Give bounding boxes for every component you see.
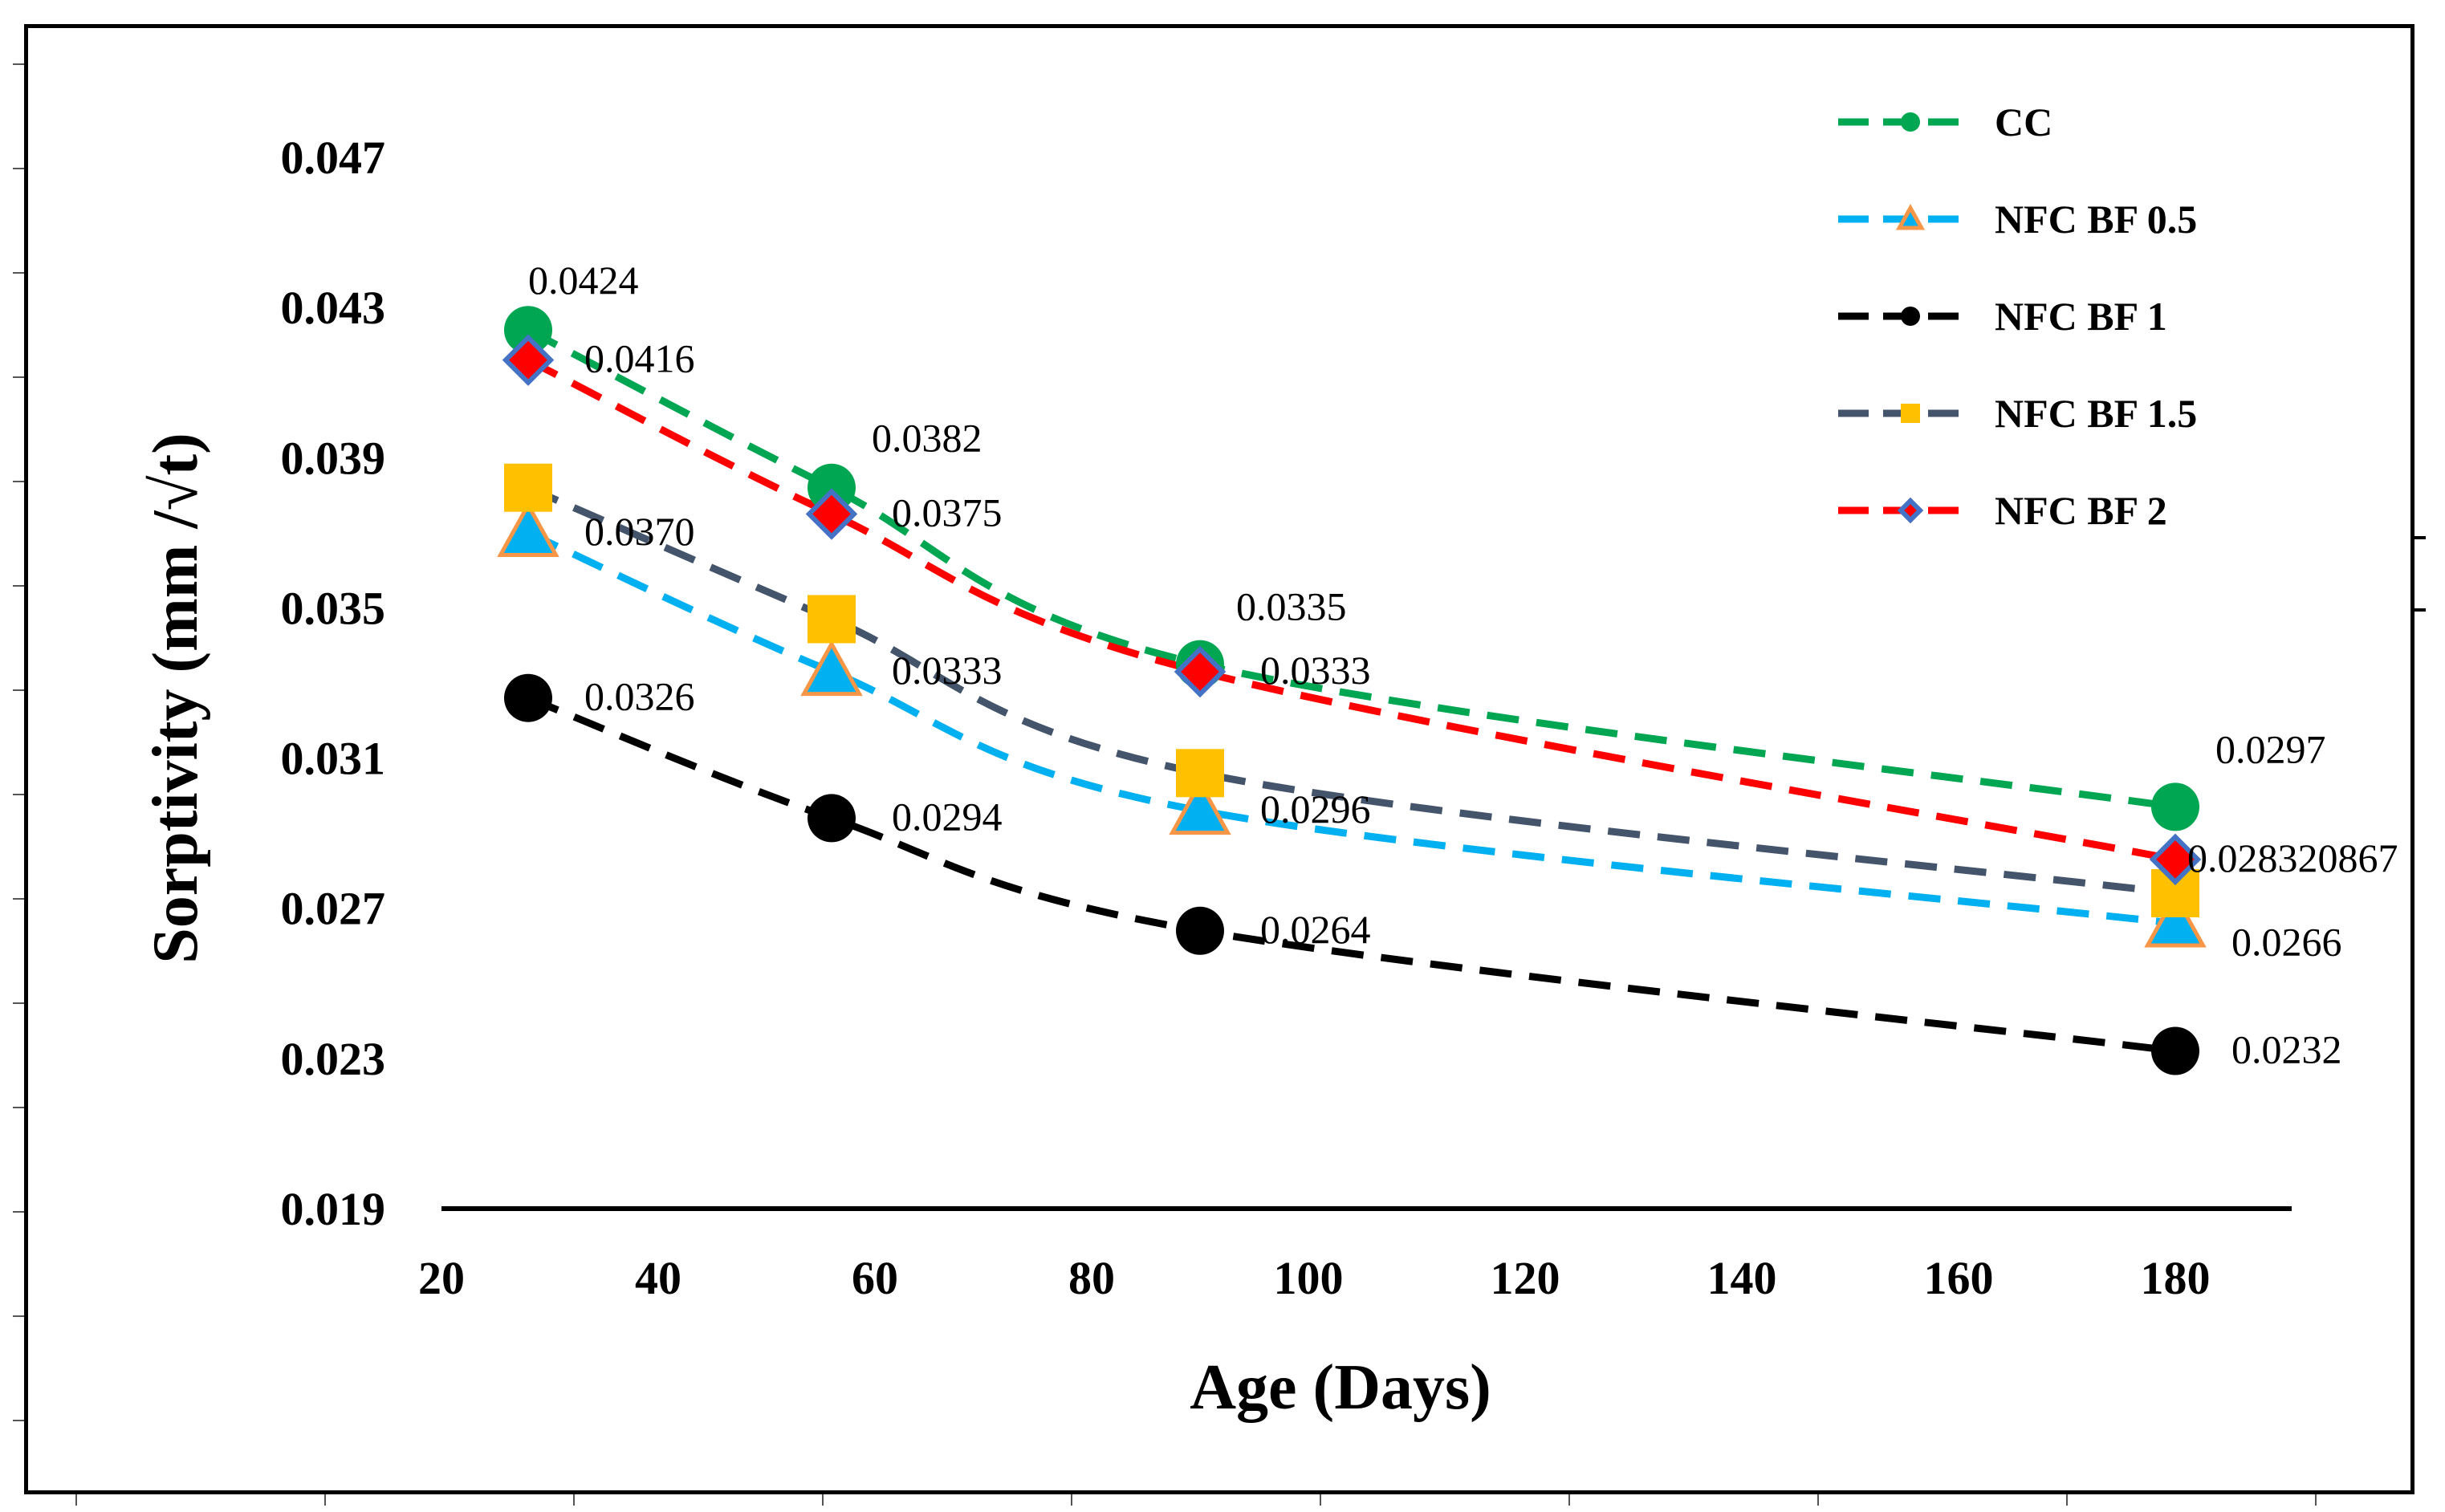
data-label: 0.0296 (1260, 786, 1371, 831)
x-axis-title: Age (Days) (1190, 1352, 1491, 1423)
x-tick-label: 20 (418, 1252, 465, 1304)
data-labels-layer: 0.0424 0.0382 0.0335 0.0297 0.0370 0.0333 0.02… (528, 258, 2398, 1071)
x-tick-label: 80 (1068, 1252, 1115, 1304)
data-point (2149, 833, 2202, 886)
legend-entry: NFC BF 1.5 (1838, 391, 2197, 436)
y-tick-label: 0.019 (281, 1183, 386, 1235)
outer-tick-marks (13, 63, 2426, 1506)
legend: CC NFC BF 0.5 NFC BF 1 NFC BF 1.5 NFC BF 2 (1838, 100, 2197, 533)
data-point (808, 595, 856, 644)
data-label: 0.0375 (892, 490, 1003, 534)
series-layer (497, 306, 2207, 1075)
data-point (1176, 906, 1224, 955)
data-point (504, 673, 552, 722)
y-tick-label: 0.047 (281, 132, 386, 184)
legend-label: NFC BF 0.5 (1995, 197, 2197, 242)
data-point (497, 501, 559, 557)
series-markers-cc (504, 306, 2199, 831)
legend-label: CC (1995, 100, 2052, 144)
series-nfc-bf-2 (526, 356, 2176, 864)
data-point (504, 463, 552, 512)
data-label: 0.0335 (1236, 584, 1347, 629)
data-point (808, 463, 856, 512)
x-tick-label: 140 (1707, 1252, 1777, 1304)
data-point (504, 306, 552, 355)
data-point (1176, 749, 1224, 798)
legend-entry: NFC BF 0.5 (1838, 197, 2197, 242)
x-tick-label: 100 (1274, 1252, 1344, 1304)
series-line (527, 529, 2176, 927)
data-point (800, 640, 863, 697)
legend-entry: NFC BF 2 (1838, 488, 2167, 533)
data-label: 0.0326 (584, 674, 695, 719)
legend-label: NFC BF 1.5 (1995, 391, 2197, 436)
data-label: 0.0333 (892, 648, 1003, 693)
y-tick-label: 0.027 (281, 883, 386, 935)
series-markers-nfc-bf-0.5 (497, 501, 2207, 948)
y-tick-label: 0.023 (281, 1033, 386, 1085)
data-label: 0.0382 (872, 416, 982, 461)
data-label: 0.0333 (1260, 648, 1371, 693)
data-point (1169, 778, 1231, 835)
data-label: 0.0416 (584, 336, 695, 381)
series-line (526, 356, 2176, 864)
x-tick-label: 60 (852, 1252, 898, 1304)
data-label: 0.0232 (2231, 1027, 2342, 1072)
x-tick-label: 160 (1924, 1252, 1994, 1304)
data-label: 0.0424 (528, 258, 639, 303)
series-line (527, 694, 2176, 1055)
data-point (502, 334, 555, 386)
series-markers-nfc-bf-1 (504, 673, 2199, 1075)
legend-marker (1901, 404, 1920, 423)
data-label: 0.0297 (2215, 726, 2326, 771)
data-point (2151, 782, 2199, 831)
data-point (808, 794, 856, 843)
series-nfc-bf-1 (527, 694, 2176, 1055)
series-cc (526, 327, 2176, 811)
data-label: 0.0294 (892, 794, 1003, 839)
x-tick-label: 180 (2141, 1252, 2211, 1304)
legend-marker (1897, 497, 1924, 524)
y-axis-title: Sorptivity (mm /√t) (140, 433, 211, 964)
y-tick-label: 0.035 (281, 582, 386, 634)
x-tick-label: 120 (1491, 1252, 1560, 1304)
legend-label: NFC BF 2 (1995, 488, 2167, 533)
series-nfc-bf-1.5 (527, 484, 2176, 897)
y-tick-labels: 0.019 0.023 0.027 0.031 0.035 0.039 0.043 0.047 (281, 132, 386, 1235)
data-point (2144, 891, 2207, 948)
series-nfc-bf-0.5 (527, 529, 2176, 927)
data-label: 0.0370 (584, 509, 695, 554)
series-line (526, 327, 2176, 811)
legend-marker (1901, 112, 1920, 132)
y-tick-label: 0.031 (281, 733, 386, 785)
data-point (805, 488, 858, 540)
data-label: 0.0264 (1260, 907, 1371, 952)
series-markers-nfc-bf-2 (502, 334, 2202, 886)
data-point (1174, 645, 1227, 698)
data-label: 0.0266 (2231, 919, 2342, 964)
x-tick-labels: 20 40 60 80 100 120 140 160 180 (418, 1252, 2211, 1304)
legend-entry: CC (1838, 100, 2052, 144)
legend-marker (1901, 307, 1920, 326)
y-tick-label: 0.043 (281, 282, 386, 334)
legend-entry: NFC BF 1 (1838, 294, 2167, 339)
x-tick-label: 40 (635, 1252, 681, 1304)
y-tick-label: 0.039 (281, 432, 386, 484)
chart-frame (24, 24, 2414, 1494)
data-label: 0.028320867 (2187, 835, 2398, 880)
series-markers-nfc-bf-1.5 (504, 463, 2199, 917)
data-point (2151, 1026, 2199, 1075)
series-line (527, 484, 2176, 897)
legend-label: NFC BF 1 (1995, 294, 2167, 339)
legend-marker (1895, 204, 1926, 230)
